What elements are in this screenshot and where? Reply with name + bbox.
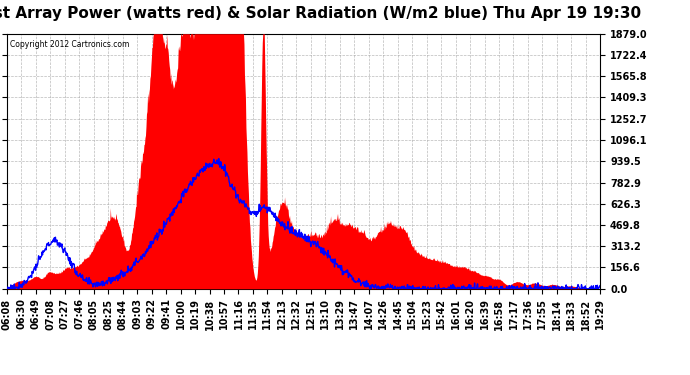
Text: Copyright 2012 Cartronics.com: Copyright 2012 Cartronics.com xyxy=(10,40,129,49)
Text: West Array Power (watts red) & Solar Radiation (W/m2 blue) Thu Apr 19 19:30: West Array Power (watts red) & Solar Rad… xyxy=(0,6,640,21)
